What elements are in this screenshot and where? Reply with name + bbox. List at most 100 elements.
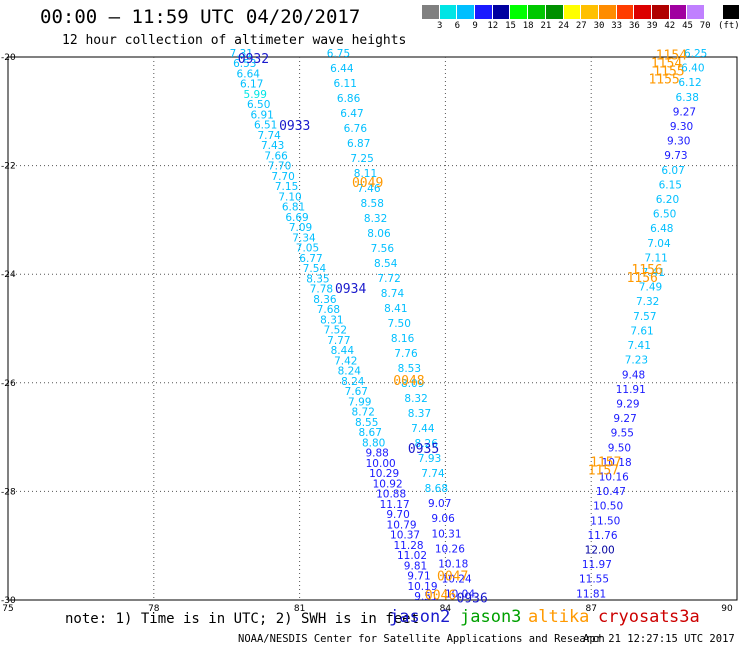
wave-height-value: 10.04 [445,588,475,600]
wave-height-value: 7.11 [644,252,667,264]
satellite-legend-s3a: s3a [669,607,700,627]
y-tick-label: -30 [1,596,16,606]
color-scale-bar [422,5,740,19]
wave-height-value: 9.29 [616,398,639,410]
wave-height-value: 7.42 [334,355,357,367]
wave-height-value: 8.44 [331,345,355,357]
color-scale-label: 33 [611,21,623,31]
wave-height-value: 8.41 [384,303,407,315]
wave-height-value: 8.80 [362,437,385,449]
wave-height-value: 7.34 [292,232,316,244]
color-scale-cell [651,5,670,19]
color-scale-label: 24 [558,21,570,31]
color-scale-cell [439,5,458,19]
color-scale-label: 42 [664,21,676,31]
wave-height-value: 8.58 [361,198,384,210]
wave-height-value: 9.88 [365,448,388,460]
wave-height-value: 6.40 [681,63,704,75]
wave-height-value: 7.67 [345,386,368,398]
wave-height-value: 7.52 [324,325,347,337]
color-scale-label: 3 [436,21,443,31]
wave-height-value: 7.50 [388,318,411,330]
color-scale-cell [475,5,493,19]
wave-height-value: 7.43 [261,140,284,152]
y-tick-label: -22 [1,162,16,172]
wave-height-value: 7.04 [647,238,671,250]
wave-height-value: 7.31 [230,48,253,60]
track-time-label: 0047 [437,570,468,585]
color-scale-cell [422,5,440,19]
color-scale-labels: 3 6 9 12 15 18 21 24 27 30 33 36 39 42 45 70 (ft) [422,21,740,35]
wave-height-value: 11.76 [587,530,617,542]
wave-height-value: 7.56 [371,243,395,255]
color-scale-cell [616,5,635,19]
wave-height-value: 10.47 [596,486,626,498]
wave-height-value: 8.11 [354,168,377,180]
wave-height-value: 8.24 [338,366,362,378]
track-time-label: 1155 [648,73,679,88]
y-tick-label: -26 [1,379,16,389]
wave-height-value: 7.93 [418,453,441,465]
wave-height-value: 7.41 [628,340,651,352]
footer-credit: NOAA/NESDIS Center for Satellite Applica… [238,633,605,645]
wave-height-value: 7.74 [421,468,445,480]
wave-height-value: 9.30 [670,121,693,133]
satellite-legend-cryosat: cryosat [598,607,670,627]
wave-height-value: 11.50 [590,515,620,527]
color-scale-label: 12 [487,21,499,31]
wave-height-value: 9.70 [386,509,409,521]
wave-height-value: 10.79 [387,519,417,531]
wave-height-value: 10.19 [407,581,437,593]
wave-height-value: 11.28 [394,540,424,552]
wave-height-value: 8.32 [404,393,427,405]
wave-height-value: 10.92 [373,478,403,490]
wave-height-value: 6.44 [330,63,354,75]
track-time-label: 0935 [408,442,439,457]
wave-height-value: 7.70 [268,161,291,173]
wave-height-value: 7.23 [625,355,648,367]
wave-height-value: 8.36 [313,294,337,306]
satellite-legend-jason3: jason3 [460,607,522,627]
wave-height-value: 10.50 [593,501,623,513]
color-scale-label: 18 [522,21,534,31]
wave-height-value: 8.09 [401,378,424,390]
wave-height-value: 7.09 [289,222,312,234]
color-scale-cell [669,5,688,19]
color-scale-label: 39 [646,21,658,31]
wave-height-value: 7.61 [630,325,653,337]
wave-height-value: 7.66 [264,150,288,162]
color-scale-label: 21 [540,21,552,31]
wave-height-value: 6.50 [247,99,270,111]
wave-height-value: 6.07 [661,165,684,177]
track-time-label: 0046 [425,589,456,604]
wave-height-value: 11.91 [616,384,646,396]
wave-height-value: 6.77 [299,253,322,265]
wave-height-value: 7.46 [357,183,381,195]
wave-height-value: 7.10 [278,191,301,203]
color-scale-cell [563,5,582,19]
wave-height-value: 11.02 [397,550,427,562]
map-frame [7,56,738,601]
wave-height-value: 7.57 [633,311,656,323]
wave-height-value: 7.54 [303,263,327,275]
wave-height-value: 6.17 [240,79,263,91]
y-tick-label: -24 [1,270,16,280]
axis-tick-labels: 75 78 81 84 87 90 -20 -22 -24 -26 -28 -30 [1,53,733,614]
x-tick-label: 87 [585,604,596,614]
wave-height-value: 10.24 [442,573,472,585]
track-time-label: 1155 [653,65,684,80]
color-scale-label: 6 [454,21,461,31]
wave-height-value: 9.07 [428,498,451,510]
wave-height-value: 6.15 [659,179,682,191]
wave-height-value: 9.55 [611,428,634,440]
note-text: note: 1) Time is in UTC; 2) SWH is in fe… [65,611,420,627]
wave-height-value: 6.47 [340,108,363,120]
wave-height-value: 6.86 [337,93,361,105]
track-time-label: 0048 [393,374,424,389]
wave-height-value: 8.68 [425,483,448,495]
track-time-label: 1157 [588,464,619,479]
wave-height-value: 6.48 [650,223,673,235]
wave-height-value: 7.49 [639,282,662,294]
wave-height-value: 10.26 [435,543,465,555]
